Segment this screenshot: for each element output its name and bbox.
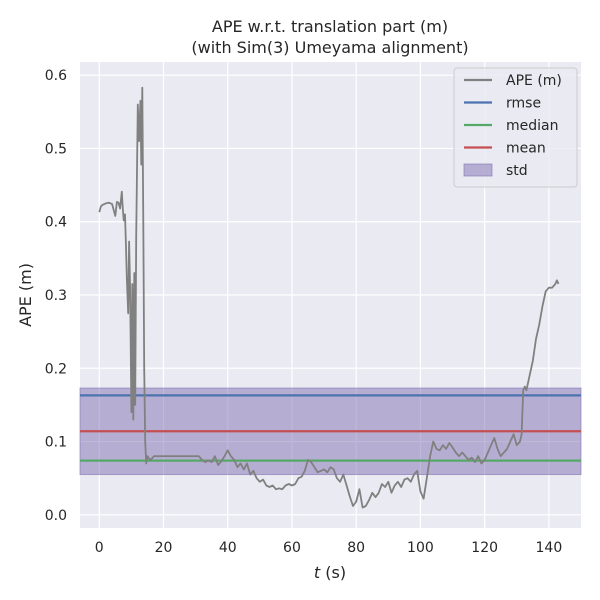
x-axis-label: t (s) (314, 563, 346, 582)
y-tick-label: 0.2 (45, 361, 67, 377)
x-tick-label: 100 (407, 540, 434, 556)
x-tick-label: 80 (347, 540, 365, 556)
x-tick-label: 60 (283, 540, 301, 556)
legend-label: rmse (506, 96, 541, 112)
chart-title-line1: APE w.r.t. translation part (m) (212, 17, 448, 36)
x-axis-label-unit: (s) (320, 563, 346, 582)
legend: APE (m) rmse median mean std (453, 67, 578, 188)
legend-label: mean (506, 141, 546, 157)
x-axis-label-variable: t (314, 563, 321, 582)
legend-label: std (506, 163, 528, 179)
legend-box (453, 67, 578, 188)
y-tick-label: 0.0 (45, 508, 67, 524)
y-tick-label: 0.6 (45, 68, 67, 84)
legend-label: APE (m) (506, 73, 562, 89)
y-tick-label: 0.1 (45, 435, 67, 451)
tick-labels: 0 20 40 60 80 100 120 140 0.0 0.1 0.2 0.3 0.4 0.5 0.6 (45, 68, 563, 556)
stat-lines (80, 394, 581, 462)
x-tick-label: 0 (95, 540, 104, 556)
chart-title-line2: (with Sim(3) Umeyama alignment) (191, 38, 468, 57)
ape-series-line (98, 86, 560, 509)
x-tick-label: 120 (471, 540, 498, 556)
x-tick-label: 40 (219, 540, 237, 556)
y-tick-label: 0.4 (45, 215, 67, 231)
x-tick-label: 140 (536, 540, 563, 556)
legend-label: median (506, 118, 558, 134)
y-axis-label: APE (m) (16, 263, 35, 327)
series-group (98, 86, 560, 509)
y-tick-label: 0.5 (45, 141, 67, 157)
y-tick-label: 0.3 (45, 288, 67, 304)
x-tick-label: 20 (155, 540, 173, 556)
legend-swatch (463, 163, 493, 177)
